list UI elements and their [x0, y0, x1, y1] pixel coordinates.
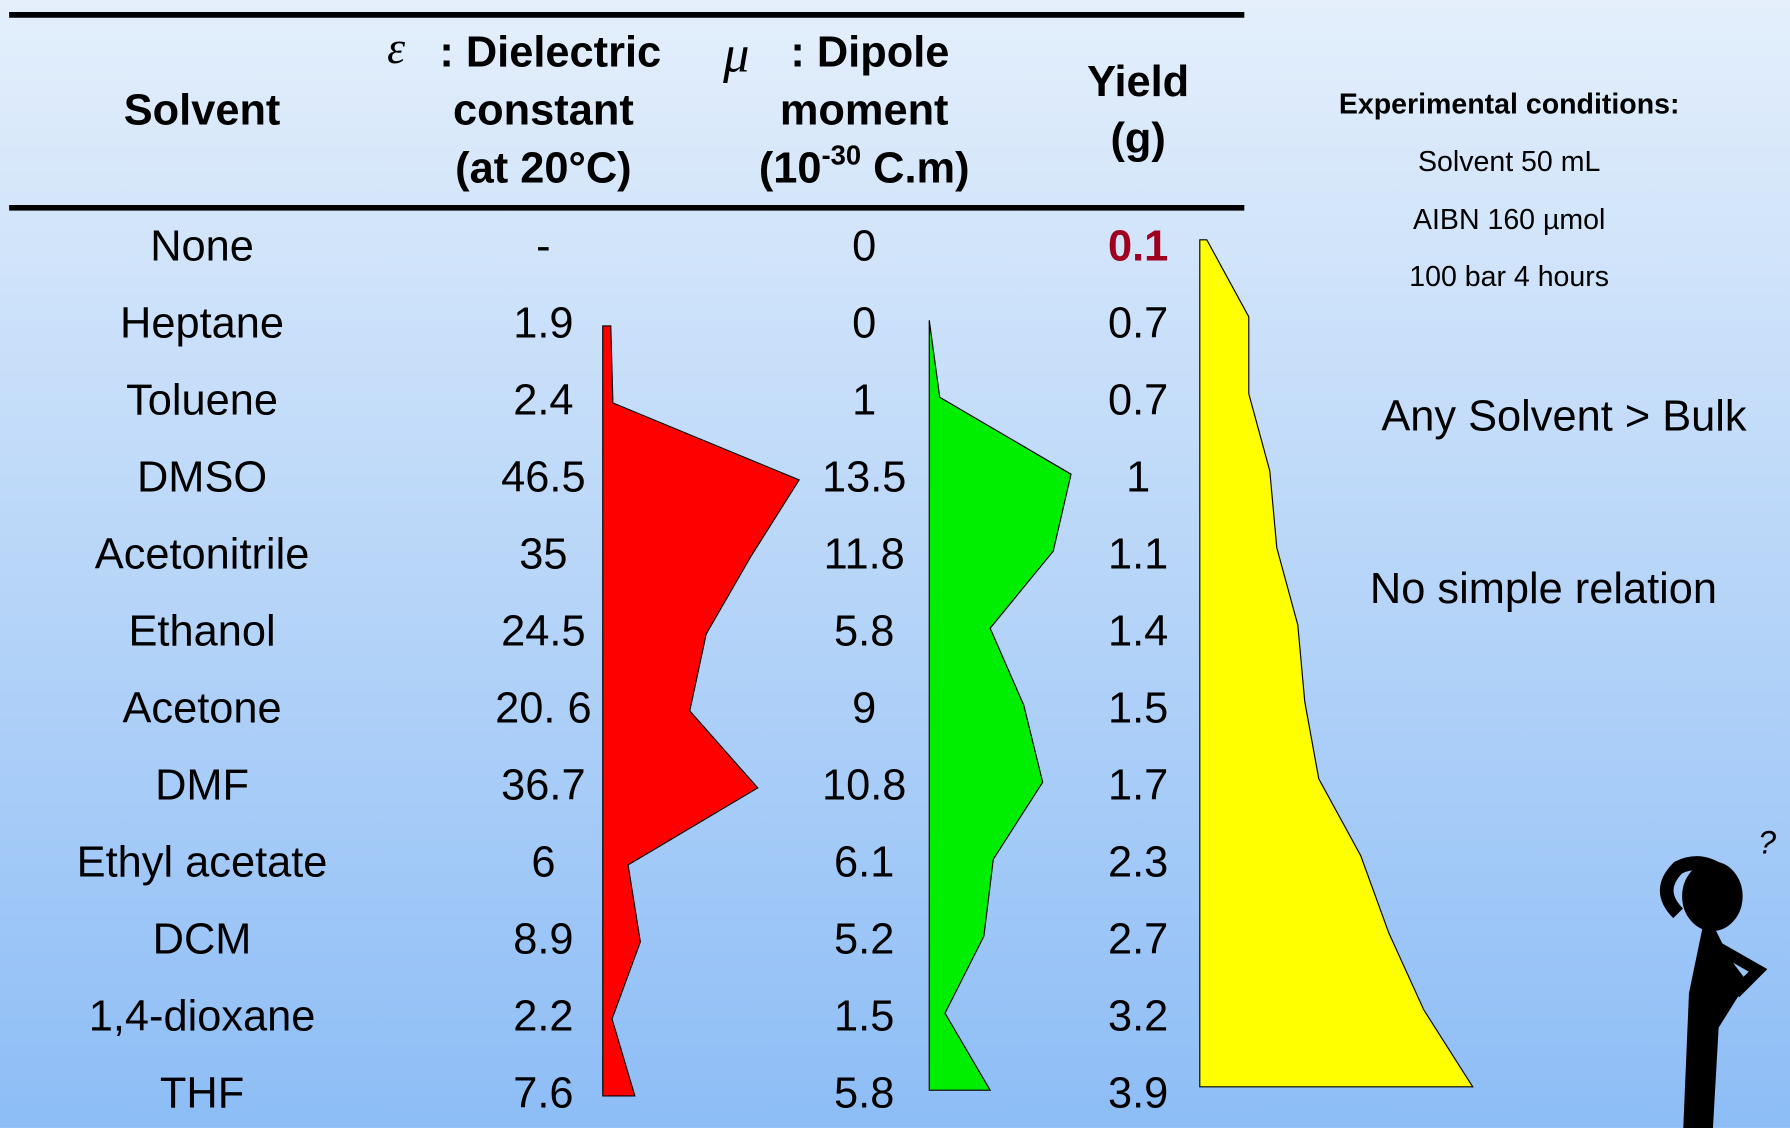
header-yield: Yield — [1087, 58, 1189, 106]
dipole-cell: 11.8 — [824, 530, 905, 578]
dipole-cell: 5.8 — [834, 1069, 894, 1117]
header-dipole: moment — [780, 87, 949, 135]
dipole-cell: 1 — [852, 376, 876, 424]
solvent-cell: Acetone — [122, 684, 281, 732]
unit-exponent: -30 — [822, 140, 862, 171]
thinking-figure: ? — [1659, 824, 1776, 1128]
dielectric-cell: - — [536, 222, 550, 270]
condition: Solvent 50 mL — [1418, 146, 1600, 178]
dipole-cell: 5.8 — [834, 607, 894, 655]
dielectric-cell: 35 — [519, 530, 567, 578]
question-mark: ? — [1758, 824, 1776, 860]
yield-cell: 2.7 — [1108, 915, 1168, 963]
note: No simple relation — [1370, 565, 1717, 613]
header-yield: (g) — [1110, 115, 1165, 163]
epsilon-symbol: ε — [387, 22, 405, 73]
yield-cell: 1.4 — [1108, 607, 1168, 655]
yield-cell: 3.9 — [1108, 1069, 1168, 1117]
dipole-cell: 0 — [852, 222, 876, 270]
conditions-title: Experimental conditions: — [1339, 89, 1680, 121]
header-dipole: : Dipole — [790, 28, 949, 76]
header-dielectric: (at 20°C) — [455, 145, 631, 193]
dielectric-cell: 36.7 — [501, 761, 585, 809]
dielectric-cell: 2.4 — [513, 376, 573, 424]
dipole-cell: 5.2 — [834, 915, 894, 963]
note: Any Solvent > Bulk — [1381, 392, 1747, 440]
yield-cell: 3.2 — [1108, 992, 1168, 1040]
yield-profile — [1199, 239, 1474, 1088]
yield-cell: 0.1 — [1108, 222, 1168, 270]
header-dipole-unit: (10-30 C.m) — [759, 140, 970, 193]
dielectric-cell: 2.2 — [513, 992, 573, 1040]
solvent-cell: DMF — [155, 761, 249, 809]
solvent-cell: None — [150, 222, 254, 270]
dielectric-cell: 24.5 — [501, 607, 585, 655]
dipole-cell: 1.5 — [834, 992, 894, 1040]
figure-arm — [1715, 942, 1768, 998]
solvent-cell: DMSO — [137, 453, 267, 501]
dielectric-cell: 7.6 — [513, 1069, 573, 1117]
figure-body — [1683, 924, 1748, 1128]
solvent-cell: Ethyl acetate — [77, 838, 328, 886]
yield-cell: 1.5 — [1108, 684, 1168, 732]
yield-cell: 1.7 — [1108, 761, 1168, 809]
unit-base: (10 — [759, 145, 822, 193]
solvent-cell: THF — [160, 1069, 244, 1117]
dielectric-cell: 8.9 — [513, 915, 573, 963]
solvent-cell: Heptane — [120, 299, 284, 347]
yield-cell: 0.7 — [1108, 299, 1168, 347]
condition: 100 bar 4 hours — [1409, 261, 1609, 293]
dipole-profile — [928, 320, 1072, 1091]
solvent-cell: Acetonitrile — [95, 530, 310, 578]
unit-rest: C.m) — [861, 145, 969, 193]
dielectric-cell: 1.9 — [513, 299, 573, 347]
header-dielectric: : Dielectric — [439, 28, 661, 76]
header-dielectric: constant — [453, 87, 634, 135]
dielectric-cell: 20. 6 — [495, 684, 591, 732]
solvent-cell: 1,4-dioxane — [89, 992, 316, 1040]
solvent-cell: DCM — [153, 915, 252, 963]
header-solvent: Solvent — [124, 87, 281, 135]
dielectric-cell: 46.5 — [501, 453, 585, 501]
dipole-cell: 13.5 — [822, 453, 906, 501]
dielectric-profile — [602, 325, 801, 1097]
dipole-cell: 10.8 — [822, 761, 906, 809]
mu-symbol: μ — [722, 25, 749, 83]
dielectric-cell: 6 — [531, 838, 555, 886]
yield-cell: 1 — [1126, 453, 1150, 501]
figure-arm — [1659, 856, 1728, 919]
yield-cell: 1.1 — [1108, 530, 1168, 578]
dipole-cell: 6.1 — [834, 838, 894, 886]
solvent-cell: Toluene — [126, 376, 278, 424]
dipole-cell: 9 — [852, 684, 876, 732]
condition: AIBN 160 µmol — [1413, 204, 1605, 236]
yield-cell: 0.7 — [1108, 376, 1168, 424]
solvent-cell: Ethanol — [128, 607, 275, 655]
yield-cell: 2.3 — [1108, 838, 1168, 886]
dipole-cell: 0 — [852, 299, 876, 347]
